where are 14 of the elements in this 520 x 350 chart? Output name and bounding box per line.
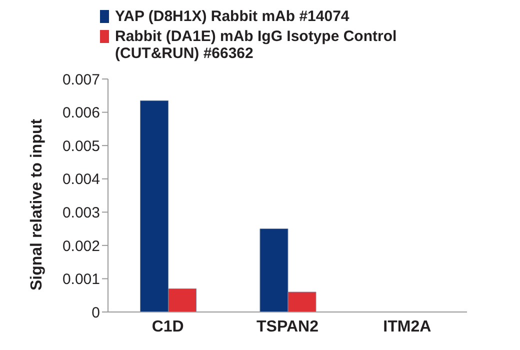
legend-label: YAP (D8H1X) Rabbit mAb #14074: [115, 8, 350, 25]
y-tick-label: 0: [92, 304, 100, 322]
x-tick-label: C1D: [152, 318, 184, 336]
y-tick-label: 0.004: [62, 171, 100, 188]
y-tick-label: 0.005: [62, 138, 100, 155]
x-tick-label: ITM2A: [383, 318, 432, 336]
y-tick-label: 0.003: [62, 204, 100, 222]
x-tick-label: TSPAN2: [256, 318, 319, 336]
y-tick-label: 0.006: [62, 104, 100, 122]
y-tick-label: 0.002: [62, 238, 100, 255]
y-tick-label: 0.001: [62, 271, 100, 288]
legend-label: Rabbit (DA1E) mAb IgG Isotype Control (CUT&RUN) #66362: [115, 28, 398, 62]
y-tick-label: 0.007: [62, 71, 100, 88]
y-axis-title: Signal relative to input: [28, 118, 46, 290]
